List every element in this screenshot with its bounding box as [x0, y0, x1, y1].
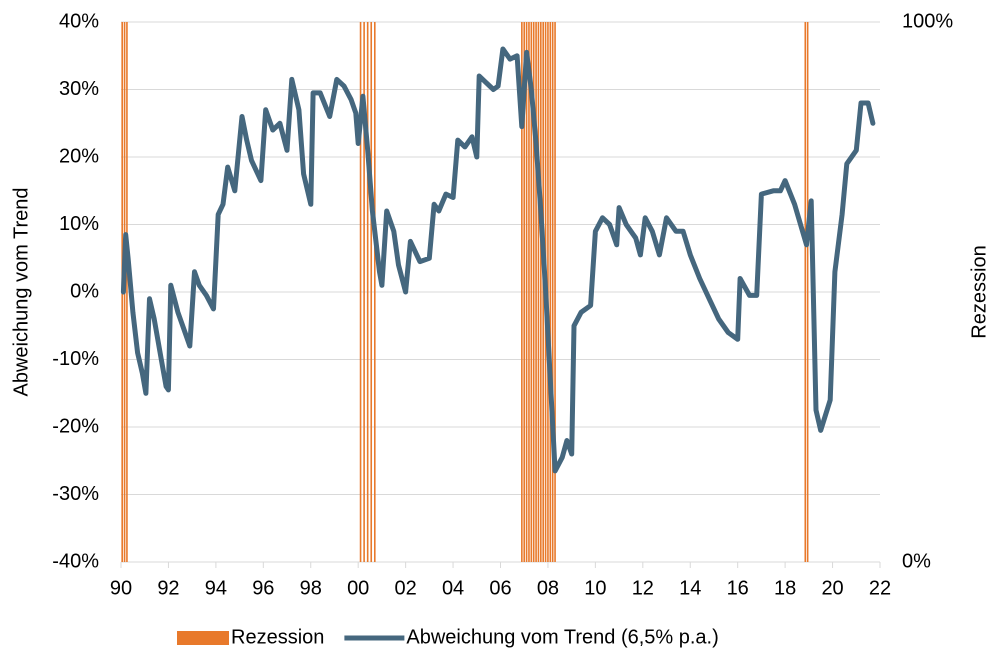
recession-bar: [373, 22, 376, 562]
recession-bar: [554, 22, 556, 562]
recession-bar: [549, 22, 552, 562]
y2-axis-label: Rezession: [968, 245, 990, 338]
legend-label: Abweichung vom Trend (6,5% p.a.): [406, 626, 718, 648]
y-tick-label: 40%: [59, 10, 99, 32]
x-tick-label: 96: [252, 577, 274, 599]
recession-bar: [528, 22, 530, 562]
y-tick-label: 10%: [59, 213, 99, 235]
x-tick-label: 02: [395, 577, 417, 599]
x-tick-label: 06: [489, 577, 511, 599]
recession-bar: [542, 22, 544, 562]
recession-bar: [532, 22, 535, 562]
x-tick-label: 92: [157, 577, 179, 599]
recession-bar: [521, 22, 523, 562]
x-tick-label: 22: [869, 577, 891, 599]
x-tick-label: 10: [584, 577, 606, 599]
recession-bar: [540, 22, 542, 562]
recession-bar: [804, 22, 807, 562]
recession-bar: [523, 22, 526, 562]
x-tick-label: 18: [774, 577, 796, 599]
x-tick-label: 04: [442, 577, 464, 599]
recession-bar: [366, 22, 369, 562]
recession-bar: [370, 22, 373, 562]
y-tick-label: -20%: [52, 415, 99, 437]
x-tick-label: 20: [821, 577, 843, 599]
trend-line: [120, 46, 876, 474]
x-tick-label: 94: [205, 577, 227, 599]
y2-tick-label: 0%: [902, 550, 931, 572]
x-tick-label: 16: [727, 577, 749, 599]
x-tick-label: 14: [679, 577, 701, 599]
y-tick-label: -30%: [52, 483, 99, 505]
y-tick-label: 20%: [59, 145, 99, 167]
recession-bar: [359, 22, 362, 562]
recession-bar: [806, 22, 809, 562]
x-tick-label: 00: [347, 577, 369, 599]
y2-tick-label: 100%: [902, 10, 953, 32]
x-tick-label: 12: [632, 577, 654, 599]
y-axis-label: Abweichung vom Trend: [10, 187, 32, 396]
x-tick-label: 98: [300, 577, 322, 599]
y-tick-label: -10%: [52, 348, 99, 370]
recession-bar: [530, 22, 533, 562]
recession-bar: [363, 22, 365, 562]
y-tick-label: 30%: [59, 78, 99, 100]
recession-bar: [525, 22, 528, 562]
y-tick-label: 0%: [70, 280, 99, 302]
recession-bar: [537, 22, 540, 562]
legend-label: Rezession: [231, 626, 324, 648]
x-tick-label: 90: [110, 577, 132, 599]
recession-bar: [126, 22, 128, 562]
legend-swatch: [177, 631, 229, 645]
recession-bar: [551, 22, 554, 562]
y-tick-label: -40%: [52, 550, 99, 572]
x-tick-label: 08: [537, 577, 559, 599]
recession-bar: [535, 22, 537, 562]
